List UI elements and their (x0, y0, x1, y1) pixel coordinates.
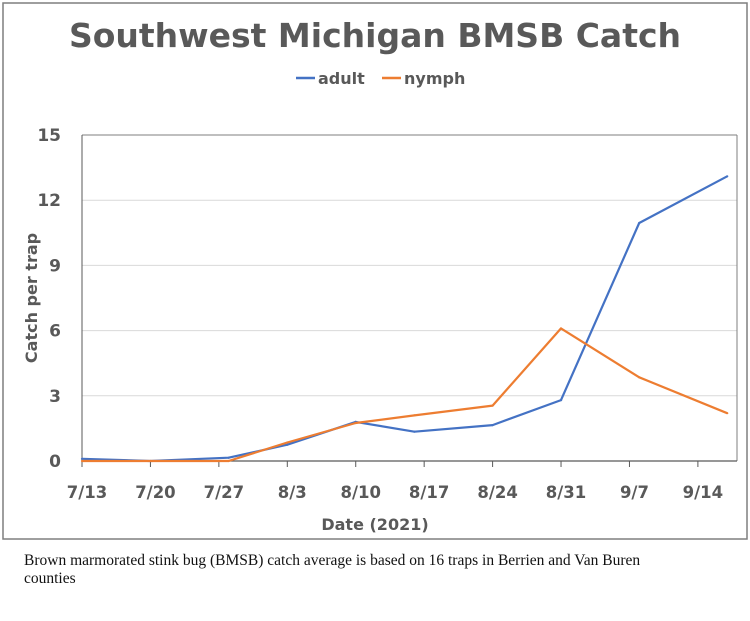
x-tick-label: 7/27 (204, 483, 244, 502)
x-tick-label: 8/10 (340, 483, 380, 502)
data-point-adult (227, 456, 230, 459)
series-line-adult (81, 175, 728, 463)
data-point-nymph (726, 412, 729, 415)
data-point-nymph (354, 421, 357, 425)
x-tick-label: 8/24 (477, 483, 517, 502)
data-point-adult (559, 399, 563, 402)
y-tick-label: 15 (37, 126, 61, 146)
chart-caption: Brown marmorated stink bug (BMSB) catch … (24, 552, 641, 587)
x-tick-label: 9/14 (683, 483, 723, 502)
data-point-adult (638, 221, 641, 225)
series-line-nymph (82, 327, 728, 463)
data-point-adult (286, 443, 289, 446)
y-tick-label: 0 (49, 452, 61, 472)
data-point-nymph (491, 404, 494, 407)
legend: adult nymph (296, 69, 465, 88)
axes: 0 3 6 9 12 15 7/13 7/20 7/27 8/3 8/10 8/17 8/24 8/31 9… (37, 126, 738, 502)
data-point-adult (726, 175, 729, 178)
data-point-nymph (559, 327, 563, 330)
x-tick-label: 7/20 (135, 483, 175, 502)
y-axis-label: Catch per trap (22, 233, 41, 363)
x-tick-label: 8/31 (546, 483, 586, 502)
data-point-nymph (286, 441, 289, 444)
legend-label-nymph: nymph (404, 69, 465, 88)
x-tick-label: 8/3 (278, 483, 307, 502)
y-tick-label: 6 (49, 322, 61, 342)
data-point-nymph (413, 414, 416, 417)
y-tick-label: 9 (49, 256, 61, 276)
x-axis-label: Date (2021) (321, 515, 428, 534)
data-point-adult (491, 424, 494, 427)
x-tick-label: 9/7 (620, 483, 649, 502)
data-point-nymph (149, 459, 152, 463)
data-point-adult (413, 430, 416, 433)
legend-label-adult: adult (318, 69, 365, 88)
x-tick-label: 8/17 (409, 483, 449, 502)
y-tick-label: 3 (49, 387, 61, 407)
data-point-adult (80, 457, 84, 460)
data-point-nymph (227, 459, 230, 463)
x-tick-label: 7/13 (67, 483, 107, 502)
chart-title: Southwest Michigan BMSB Catch (69, 16, 681, 55)
data-point-nymph (80, 459, 84, 463)
chart-frame (2, 2, 748, 540)
data-point-nymph (638, 376, 641, 379)
series-lines (80, 175, 729, 463)
y-tick-label: 12 (37, 191, 61, 211)
